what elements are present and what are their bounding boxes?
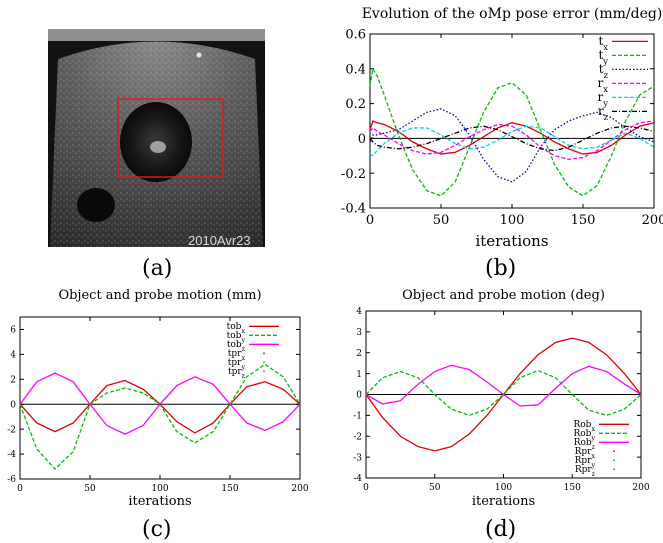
x-axis-label: iterations — [128, 494, 191, 509]
legend-label: rx — [598, 76, 609, 94]
x-tick-label: 100 — [151, 484, 168, 494]
series-line-tob-z — [19, 372, 301, 435]
chart-title: Evolution of the oMp pose error (mm/deg) — [362, 6, 663, 22]
legend-label: tz — [599, 62, 609, 80]
y-tick-label: -4 — [353, 474, 362, 484]
x-tick-label: 200 — [291, 484, 308, 494]
legend-marker — [613, 459, 615, 462]
y-tick-label: 6 — [10, 326, 16, 336]
x-tick-label: 200 — [642, 213, 663, 228]
y-tick-label: 4 — [356, 307, 362, 317]
ultrasound-date-stamp: 2010Avr23 — [188, 233, 251, 247]
x-tick-label: 150 — [221, 484, 238, 494]
y-tick-label: 2 — [10, 375, 16, 385]
legend-marker — [263, 370, 265, 373]
legend-label: tprz — [228, 367, 246, 380]
x-axis-label: iterations — [475, 232, 548, 250]
y-tick-label: 0.2 — [345, 97, 366, 112]
x-tick-label: 50 — [84, 484, 96, 494]
legend-label: rz — [598, 104, 609, 122]
series-line-t-y — [369, 66, 655, 197]
legend-marker — [263, 352, 265, 355]
y-tick-label: -0.4 — [341, 202, 366, 217]
plot-frame — [19, 316, 301, 480]
legend-label: tx — [598, 34, 608, 52]
legend-label: Rpry — [575, 456, 596, 469]
y-tick-label: 0 — [356, 391, 362, 401]
legend-marker — [613, 468, 615, 471]
y-tick-label: -0.2 — [341, 167, 366, 182]
y-tick-label: 0 — [10, 400, 16, 410]
legend-label: ry — [598, 90, 609, 108]
panel-d-label: (d) — [485, 517, 517, 542]
series-line-r-x — [369, 120, 655, 160]
y-tick-label: 0 — [358, 132, 366, 147]
legend-label: Roby — [573, 429, 595, 442]
legend-label: tprx — [228, 349, 246, 362]
x-tick-label: 0 — [366, 213, 374, 228]
y-tick-label: -1 — [353, 412, 362, 422]
legend-label: Rprx — [575, 447, 596, 460]
legend-label: tobx — [227, 322, 246, 335]
x-tick-label: 0 — [363, 483, 369, 493]
legend-label: Rprz — [575, 465, 596, 478]
panel-a-label: (a) — [142, 256, 173, 281]
x-tick-label: 100 — [495, 483, 512, 493]
series-line-rob-z — [365, 364, 642, 407]
series-line-r-z — [369, 125, 655, 152]
y-tick-label: 3 — [356, 328, 362, 338]
legend-marker — [263, 361, 265, 364]
x-tick-label: 100 — [500, 213, 525, 228]
object-probe-motion-mm-chart: Object and probe motion (mm) 0 50 100 150 200… — [7, 288, 309, 509]
y-tick-label: -2 — [353, 432, 362, 442]
y-tick-label: 0.6 — [345, 28, 366, 43]
panel-b-label: (b) — [485, 256, 517, 281]
x-axis-label: iterations — [472, 494, 535, 509]
legend-marker — [613, 450, 615, 453]
y-tick-label: -6 — [7, 475, 16, 485]
series-line-r-y — [369, 125, 655, 157]
pose-error-chart: Evolution of the oMp pose error (mm/deg)… — [341, 6, 663, 250]
series-line-tob-x — [19, 379, 301, 434]
object-probe-motion-deg-chart: Object and probe motion (deg)0 50 100 150 20… — [353, 288, 650, 509]
chart-title: Object and probe motion (deg) — [402, 288, 605, 303]
legend-label: tobz — [227, 340, 246, 353]
legend-label: tpry — [228, 358, 246, 371]
y-tick-label: -2 — [7, 425, 16, 435]
x-tick-label: 150 — [564, 483, 581, 493]
y-tick-label: 2 — [356, 349, 362, 359]
y-tick-label: 1 — [356, 370, 362, 380]
chart-title: Object and probe motion (mm) — [58, 288, 261, 303]
x-tick-label: 50 — [433, 213, 450, 228]
series-line-rob-y — [365, 369, 642, 417]
legend-label: Robx — [573, 420, 595, 433]
legend-label: Robz — [574, 438, 596, 451]
y-tick-label: 0.4 — [345, 62, 366, 77]
panel-c-label: (c) — [142, 517, 172, 542]
y-tick-label: -3 — [353, 453, 362, 463]
series-line-t-z — [369, 108, 655, 183]
series-line-tob-y — [19, 363, 301, 470]
series-line-t-x — [369, 120, 655, 155]
x-tick-label: 0 — [17, 484, 23, 494]
x-tick-label: 150 — [571, 213, 596, 228]
y-tick-label: 4 — [10, 351, 16, 361]
legend-label: ty — [598, 48, 608, 66]
legend-label: toby — [227, 331, 246, 344]
ultrasound-image: 2010Avr23 — [48, 29, 265, 247]
x-tick-label: 200 — [632, 483, 649, 493]
y-tick-label: -4 — [7, 450, 16, 460]
x-tick-label: 50 — [429, 483, 441, 493]
